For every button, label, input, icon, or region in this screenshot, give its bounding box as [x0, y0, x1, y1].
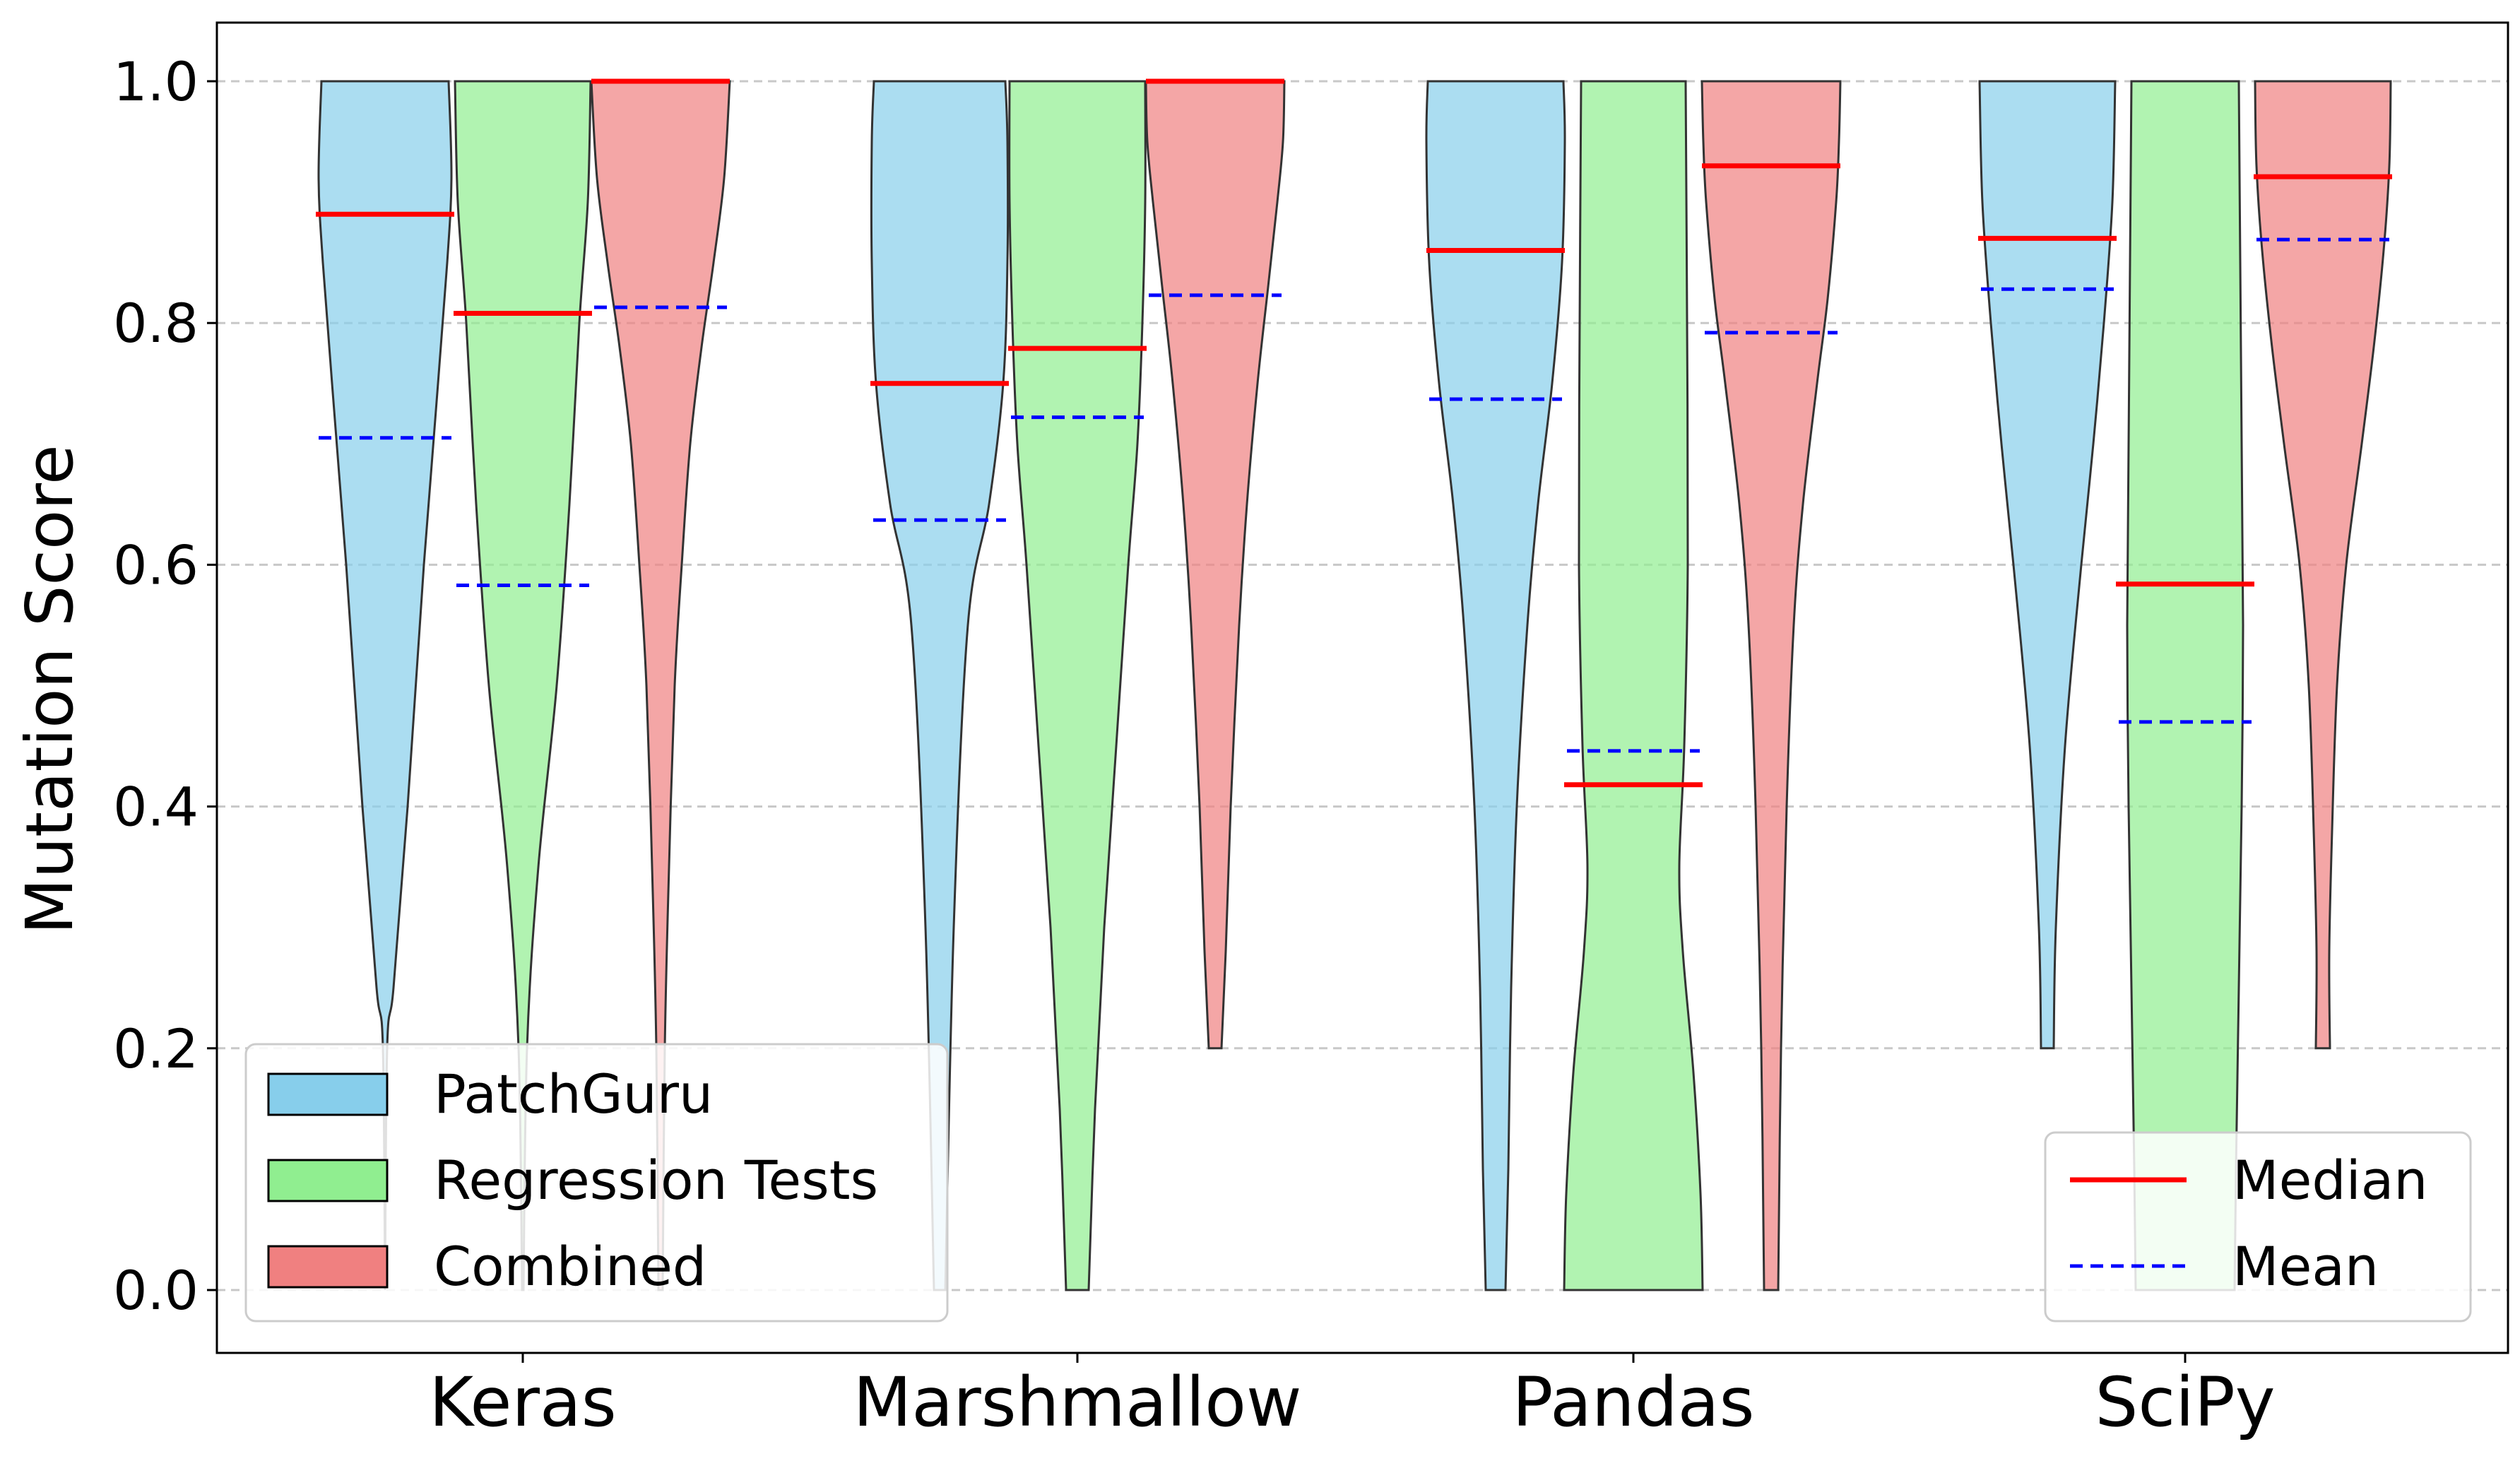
y-tick-label: 0.2 [113, 1017, 199, 1080]
y-tick-label: 0.8 [113, 292, 199, 355]
category-label: Keras [429, 1363, 617, 1442]
legend-label: Regression Tests [434, 1149, 878, 1212]
y-tick-label: 1.0 [113, 50, 199, 113]
violin-body [1700, 80, 1842, 1291]
category-label: Pandas [1512, 1363, 1754, 1442]
legend-box [244, 1043, 949, 1323]
violin-body [1008, 80, 1147, 1291]
legend-swatch [267, 1245, 389, 1289]
y-tick-label: 0.6 [113, 533, 199, 596]
legend-methods: PatchGuru Regression Tests Combined [244, 1043, 949, 1323]
y-tick-label: 0.0 [113, 1259, 199, 1322]
violin-body [2254, 80, 2392, 1050]
axes: 0.0 0.2 0.4 0.6 0.8 1.0 Keras Marshmallow Pandas… [113, 50, 2275, 1442]
violin-body [1425, 80, 1566, 1291]
violin-body [454, 80, 592, 1291]
category-label: Marshmallow [853, 1363, 1302, 1442]
legend-swatch [267, 1072, 389, 1116]
legend-label: PatchGuru [434, 1063, 713, 1125]
legend-swatch [267, 1159, 389, 1202]
violin-body [317, 80, 453, 1291]
y-axis-title: Mutation Score [12, 444, 88, 934]
legend-label: Combined [434, 1235, 706, 1298]
violin-body [1978, 80, 2117, 1050]
legend-statistics: Median Mean [2044, 1131, 2472, 1323]
violin-body [2126, 80, 2244, 1291]
legend-label: Mean [2232, 1235, 2379, 1298]
category-label: SciPy [2095, 1363, 2275, 1442]
stat-lines [316, 78, 2392, 788]
y-tick-label: 0.4 [113, 776, 199, 839]
plot-frame [215, 21, 2509, 1354]
violin-body [1563, 80, 1704, 1291]
violins [317, 80, 2392, 1291]
legend-label: Median [2232, 1149, 2427, 1212]
